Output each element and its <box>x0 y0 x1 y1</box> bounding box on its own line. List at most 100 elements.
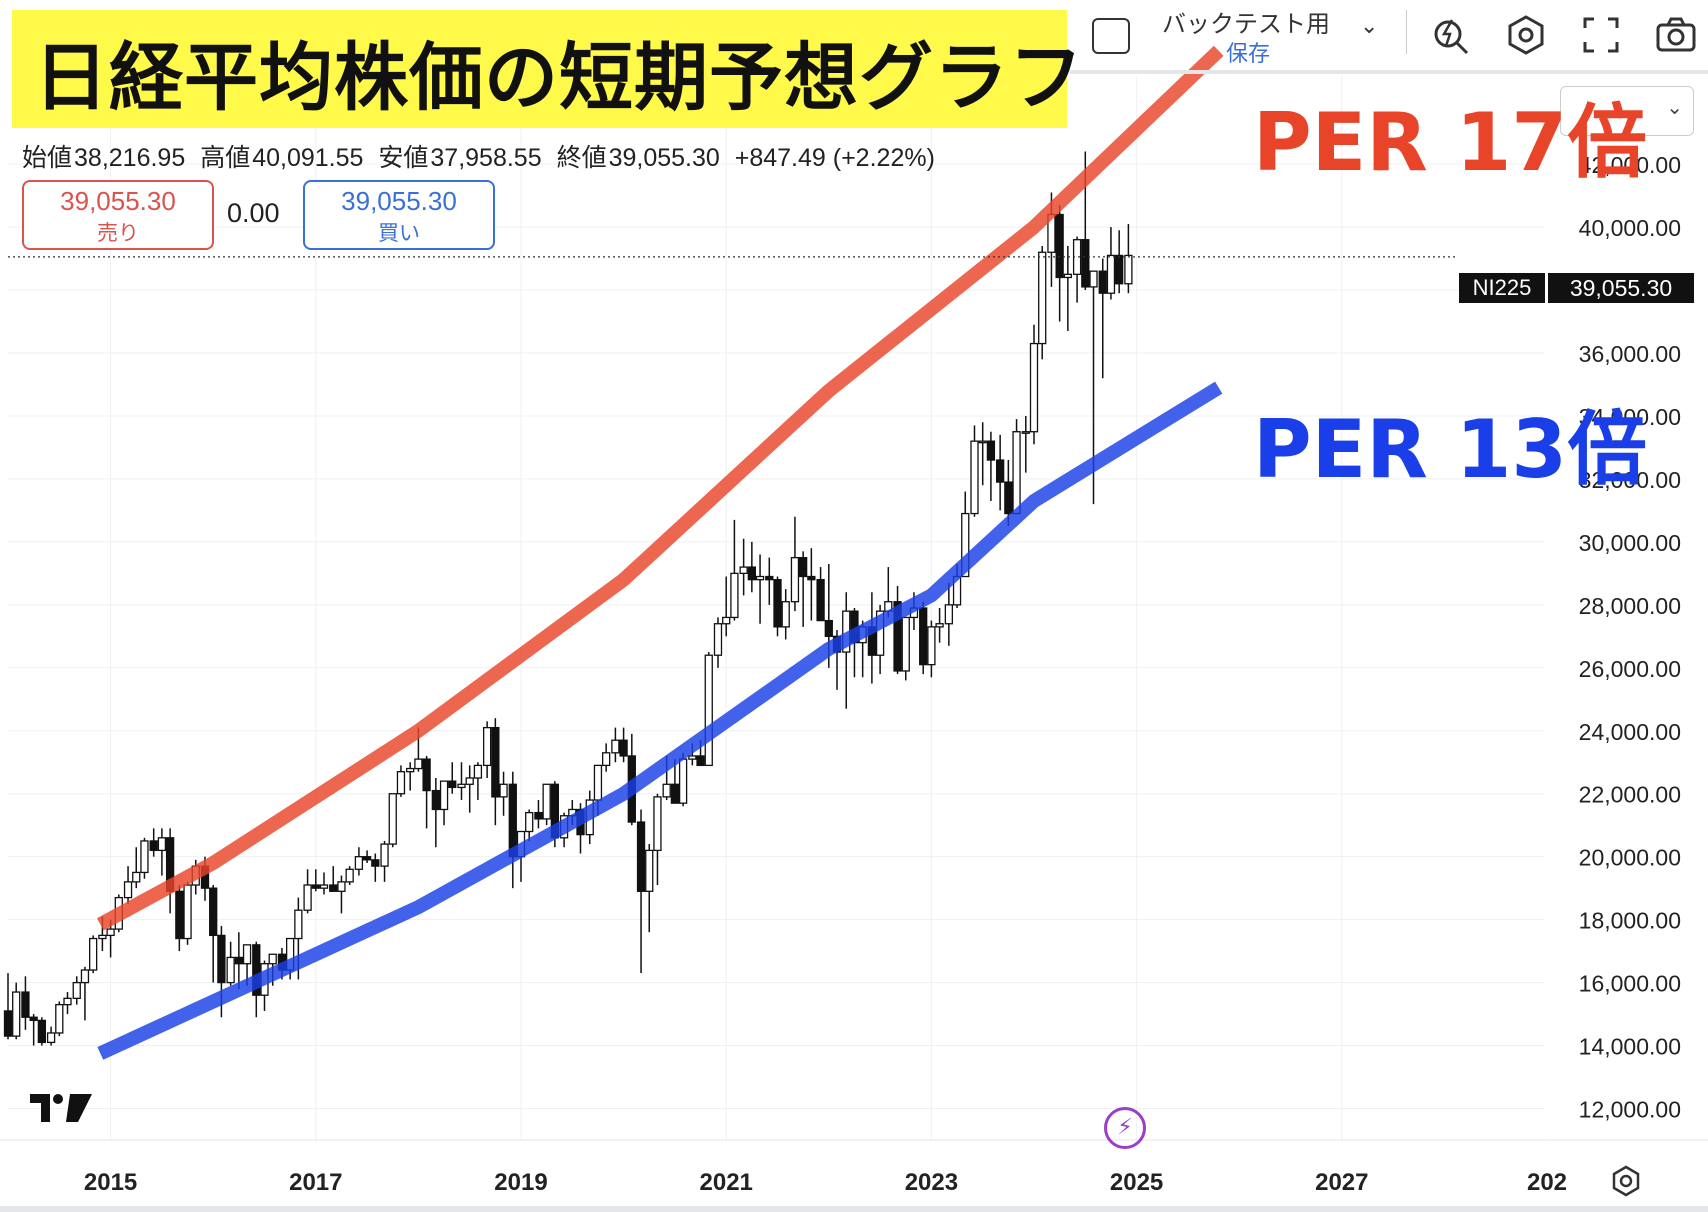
candle-body <box>1012 431 1021 515</box>
layout-checkbox[interactable] <box>1092 18 1130 54</box>
candle-body <box>345 868 354 883</box>
candle-body <box>448 780 457 789</box>
y-tick-label: 18,000.00 <box>1579 908 1681 934</box>
y-tick-label: 28,000.00 <box>1579 593 1681 619</box>
candle-body <box>354 856 364 870</box>
candle-body <box>662 783 671 798</box>
candle-body <box>217 934 226 984</box>
y-tick-label: 14,000.00 <box>1579 1034 1681 1060</box>
axis-settings-icon[interactable] <box>1610 1165 1642 1197</box>
per17-line <box>96 45 1224 931</box>
buy-button[interactable]: 39,055.30 買い <box>303 180 495 250</box>
candle-body <box>730 572 739 619</box>
change-value: +847.49 (+2.22%) <box>734 144 935 172</box>
y-tick-label: 12,000.00 <box>1579 1097 1681 1123</box>
buy-label: 買い <box>378 222 420 245</box>
chart-axes: 12,000.00 14,000.00 16,000.00 18,000.00 20,0… <box>0 152 1708 1212</box>
candle-body <box>919 607 928 666</box>
y-tick-label: 36,000.00 <box>1579 341 1681 367</box>
camera-icon[interactable] <box>1655 14 1697 56</box>
candle-body <box>970 440 979 515</box>
candle-body <box>396 771 406 795</box>
candle-body <box>704 654 713 767</box>
sell-price: 39,055.30 <box>60 186 176 216</box>
candle-body <box>380 843 389 867</box>
candle-body <box>1055 213 1064 279</box>
candle-body <box>491 726 500 798</box>
candle-body <box>406 767 415 773</box>
candle-body <box>722 616 731 625</box>
candle-body <box>645 849 654 892</box>
settings-icon[interactable] <box>1505 14 1547 56</box>
bottom-bar <box>0 1206 1708 1212</box>
toolbar-divider <box>1406 10 1407 54</box>
x-tick-label: 2017 <box>289 1169 342 1196</box>
x-tick-label: 2023 <box>905 1169 958 1196</box>
candle-body <box>1089 270 1098 288</box>
candle-body <box>773 579 782 628</box>
top-toolbar: バックテスト用 保存 ⌄ <box>1070 0 1708 74</box>
flash-icon[interactable]: ⚡ <box>1104 1107 1146 1149</box>
candle-body <box>21 991 30 1018</box>
title-banner: 日経平均株価の短期予想グラフ <box>12 10 1083 128</box>
symbol-tag: NI225 <box>1459 273 1545 303</box>
y-tick-label: 30,000.00 <box>1579 530 1681 556</box>
sell-button[interactable]: 39,055.30 売り <box>22 180 214 250</box>
candle-body <box>755 575 765 581</box>
per13-line <box>97 381 1223 1060</box>
y-tick-label: 26,000.00 <box>1579 656 1681 682</box>
close-value: 39,055.30 <box>608 144 720 172</box>
candle-body <box>242 944 252 965</box>
candle-body <box>414 758 423 770</box>
candle-body <box>678 758 688 804</box>
y-tick-label: 22,000.00 <box>1579 782 1681 808</box>
spread-value: 0.00 <box>227 198 280 228</box>
candle-body <box>1063 273 1073 279</box>
candle-body <box>1021 431 1030 434</box>
per17-label: PER 17倍 <box>1253 96 1648 189</box>
candle-body <box>63 997 72 1006</box>
candle-body <box>961 512 970 578</box>
y-tick-label: 24,000.00 <box>1579 719 1681 745</box>
candle-body <box>636 821 646 892</box>
y-tick-label: 32,000.00 <box>1579 467 1681 493</box>
candle-body <box>696 755 705 767</box>
fullscreen-icon[interactable] <box>1580 14 1622 56</box>
candle-body <box>106 928 115 937</box>
quick-search-icon[interactable] <box>1430 14 1472 56</box>
candle-body <box>893 601 902 672</box>
chevron-down-icon[interactable]: ⌄ <box>1360 14 1379 39</box>
page-title: 日経平均株価の短期予想グラフ <box>34 35 1084 121</box>
candle-body <box>431 789 440 811</box>
scale-dropdown[interactable]: ⌄ <box>1560 86 1694 136</box>
chevron-down-icon: ⌄ <box>1666 95 1683 119</box>
candle-body <box>1081 239 1090 288</box>
candle-body <box>765 575 774 581</box>
candle-body <box>457 783 466 789</box>
candle-body <box>713 623 723 656</box>
x-tick-label: 2019 <box>494 1169 547 1196</box>
candle-body <box>123 881 133 899</box>
y-tick-label: 16,000.00 <box>1579 971 1681 997</box>
candle-body <box>875 610 885 656</box>
candle-body <box>816 579 825 622</box>
candle-body <box>1038 251 1047 345</box>
y-tick-label: 40,000.00 <box>1579 215 1681 241</box>
x-tick-label: 2027 <box>1315 1169 1368 1196</box>
candle-body <box>799 556 808 578</box>
candle-body <box>157 837 167 852</box>
candle-body <box>1029 342 1039 433</box>
x-tick-label: 202 <box>1527 1169 1567 1196</box>
open-value: 38,216.95 <box>74 144 186 172</box>
candle-body <box>80 969 90 984</box>
candle-body <box>209 887 218 937</box>
candle-body <box>465 777 474 785</box>
backtest-label[interactable]: バックテスト用 <box>1162 10 1330 38</box>
save-label[interactable]: 保存 <box>1226 42 1271 67</box>
candle-body <box>927 626 936 666</box>
candle-body <box>619 739 628 757</box>
toolbar-underline <box>1070 70 1708 74</box>
candle-body <box>473 764 483 779</box>
candle-body <box>329 884 338 892</box>
high-value: 40,091.55 <box>252 144 364 172</box>
